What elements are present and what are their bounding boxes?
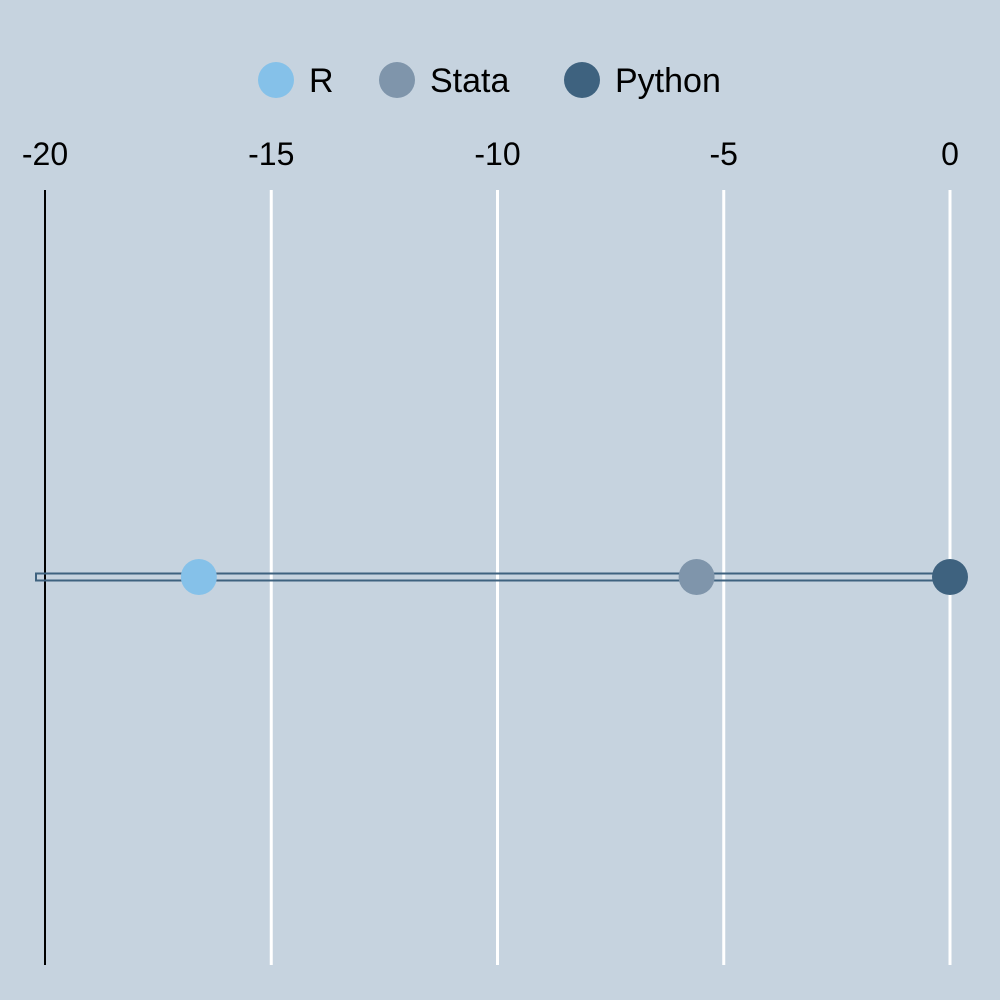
- data-point-stata: [678, 559, 715, 595]
- x-tick-label: -10: [474, 136, 520, 172]
- legend-label-r: R: [309, 62, 334, 100]
- legend-marker-python: [564, 62, 600, 98]
- connector-line: [35, 572, 951, 582]
- legend-label-stata: Stata: [430, 62, 509, 100]
- x-tick-label: -15: [248, 136, 294, 172]
- data-point-python: [932, 559, 968, 595]
- x-tick-label: -5: [710, 136, 738, 172]
- legend-marker-r: [258, 62, 294, 98]
- connector-lines: [35, 572, 951, 582]
- x-tick-label: -20: [22, 136, 68, 172]
- data-point-r: [180, 559, 217, 595]
- gridlines: [44, 190, 952, 965]
- data-points: [180, 559, 968, 595]
- legend: R Stata Python: [258, 62, 721, 100]
- legend-marker-stata: [379, 62, 415, 98]
- legend-label-python: Python: [615, 62, 721, 100]
- x-axis-ticks: -20 -15 -10 -5 0: [22, 136, 959, 172]
- x-tick-label: 0: [941, 136, 959, 172]
